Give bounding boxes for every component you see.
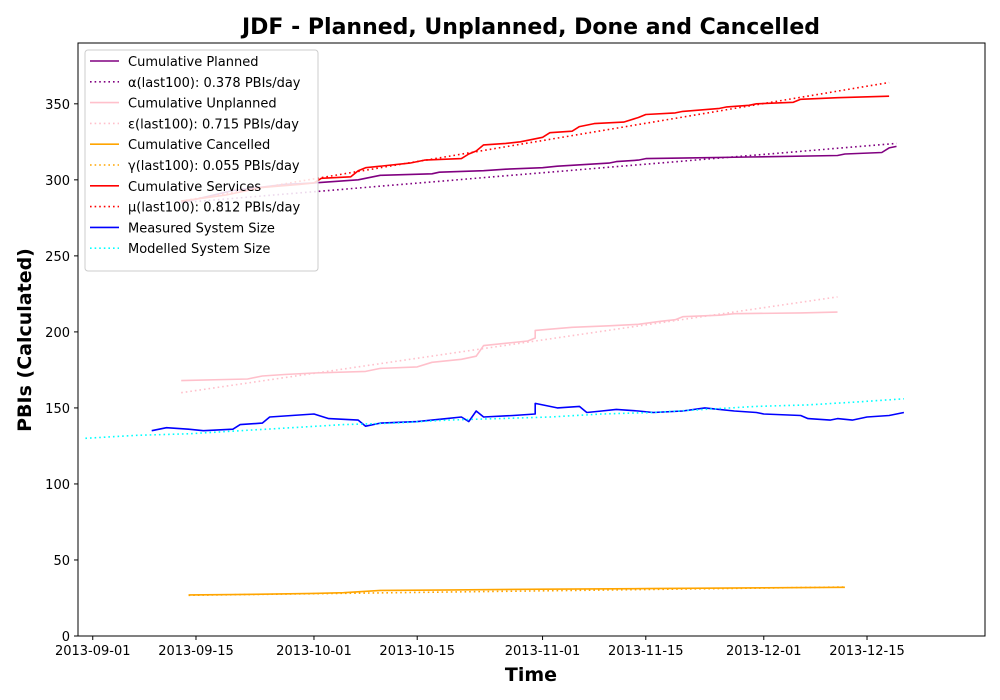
legend-label: Cumulative Planned bbox=[128, 55, 258, 70]
legend-label: Cumulative Unplanned bbox=[128, 97, 277, 112]
series-line-2 bbox=[181, 312, 837, 381]
y-tick-label: 300 bbox=[45, 174, 70, 189]
y-axis-label: PBIs (Calculated) bbox=[14, 248, 36, 432]
legend-label: μ(last100): 0.812 PBIs/day bbox=[128, 201, 300, 216]
x-tick-label: 2013-10-15 bbox=[379, 644, 455, 659]
x-tick-label: 2013-11-01 bbox=[505, 644, 581, 659]
legend-label: ε(last100): 0.715 PBIs/day bbox=[128, 117, 299, 132]
legend-label: α(last100): 0.378 PBIs/day bbox=[128, 76, 301, 91]
series-line-3 bbox=[181, 297, 837, 393]
y-tick-label: 0 bbox=[62, 630, 70, 645]
legend-label: Measured System Size bbox=[128, 221, 275, 236]
legend-label: Cumulative Services bbox=[128, 180, 261, 195]
x-tick-label: 2013-12-15 bbox=[829, 644, 905, 659]
y-tick-label: 50 bbox=[53, 554, 70, 569]
y-tick-label: 150 bbox=[45, 402, 70, 417]
chart-title: JDF - Planned, Unplanned, Done and Cance… bbox=[240, 15, 820, 40]
x-tick-label: 2013-09-15 bbox=[158, 644, 234, 659]
y-tick-label: 100 bbox=[45, 478, 70, 493]
x-tick-label: 2013-12-01 bbox=[726, 644, 802, 659]
y-tick-label: 350 bbox=[45, 98, 70, 113]
x-tick-label: 2013-10-01 bbox=[276, 644, 352, 659]
x-axis: 2013-09-01 2013-09-15 2013-10-01 2013-10-15… bbox=[55, 636, 905, 659]
x-axis-label: Time bbox=[505, 664, 557, 686]
x-tick-label: 2013-11-15 bbox=[608, 644, 684, 659]
y-axis: 0 50 100 150 200 250 300 350 bbox=[45, 98, 78, 645]
legend-label: Modelled System Size bbox=[128, 242, 270, 257]
y-tick-label: 250 bbox=[45, 250, 70, 265]
y-tick-label: 200 bbox=[45, 326, 70, 341]
x-tick-label: 2013-09-01 bbox=[55, 644, 131, 659]
series-line-9 bbox=[85, 399, 904, 439]
legend: Cumulative Planned α(last100): 0.378 PBIs… bbox=[85, 50, 318, 271]
legend-label: Cumulative Cancelled bbox=[128, 138, 270, 153]
legend-label: γ(last100): 0.055 PBIs/day bbox=[128, 159, 300, 174]
